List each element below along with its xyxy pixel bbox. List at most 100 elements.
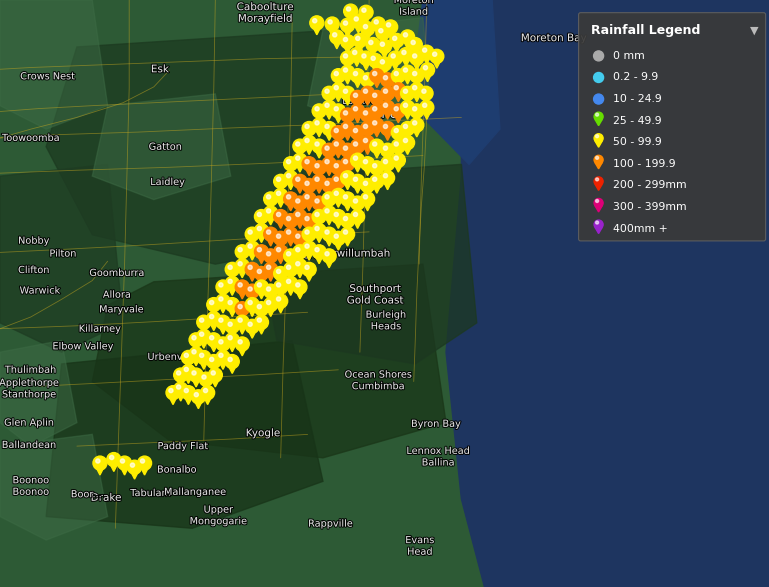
Polygon shape bbox=[314, 218, 325, 228]
Circle shape bbox=[322, 122, 336, 136]
Circle shape bbox=[394, 72, 398, 76]
Polygon shape bbox=[342, 222, 353, 232]
Circle shape bbox=[325, 181, 329, 185]
Circle shape bbox=[131, 463, 135, 467]
Polygon shape bbox=[324, 215, 335, 225]
Polygon shape bbox=[351, 56, 362, 66]
Polygon shape bbox=[333, 113, 344, 123]
Circle shape bbox=[331, 161, 345, 175]
Circle shape bbox=[245, 227, 259, 241]
Circle shape bbox=[235, 259, 249, 273]
Circle shape bbox=[305, 265, 309, 269]
Circle shape bbox=[331, 231, 345, 245]
Text: Brisbane: Brisbane bbox=[340, 108, 398, 121]
Polygon shape bbox=[352, 134, 363, 144]
Circle shape bbox=[331, 83, 345, 97]
Polygon shape bbox=[402, 74, 413, 84]
Polygon shape bbox=[308, 18, 431, 129]
Circle shape bbox=[258, 305, 261, 309]
Polygon shape bbox=[342, 130, 353, 140]
Polygon shape bbox=[390, 60, 401, 70]
Text: Toowoomba: Toowoomba bbox=[2, 133, 59, 143]
Polygon shape bbox=[324, 187, 335, 197]
Circle shape bbox=[351, 104, 365, 118]
Circle shape bbox=[296, 177, 300, 181]
Text: Clifton: Clifton bbox=[18, 265, 49, 275]
Circle shape bbox=[248, 322, 252, 326]
Polygon shape bbox=[237, 311, 248, 321]
Polygon shape bbox=[247, 271, 258, 281]
Polygon shape bbox=[371, 170, 382, 180]
Circle shape bbox=[277, 234, 281, 238]
Text: 100 - 199.9: 100 - 199.9 bbox=[613, 159, 675, 169]
Polygon shape bbox=[371, 148, 382, 158]
Polygon shape bbox=[327, 26, 338, 36]
Polygon shape bbox=[352, 162, 363, 172]
Circle shape bbox=[296, 142, 300, 146]
Text: Evans
Head: Evans Head bbox=[405, 535, 434, 556]
Polygon shape bbox=[352, 113, 363, 123]
Circle shape bbox=[361, 122, 375, 136]
Polygon shape bbox=[237, 324, 248, 334]
Polygon shape bbox=[362, 117, 373, 127]
Polygon shape bbox=[421, 109, 432, 119]
Circle shape bbox=[351, 210, 365, 224]
Polygon shape bbox=[324, 258, 335, 268]
Text: Lennox Head
Ballina: Lennox Head Ballina bbox=[406, 446, 471, 467]
Circle shape bbox=[312, 118, 326, 132]
Text: 300 - 399mm: 300 - 399mm bbox=[613, 202, 686, 212]
Circle shape bbox=[267, 265, 271, 269]
Polygon shape bbox=[402, 109, 413, 119]
Text: Thulimbah: Thulimbah bbox=[5, 365, 57, 375]
Polygon shape bbox=[362, 144, 373, 154]
Polygon shape bbox=[382, 152, 393, 162]
Circle shape bbox=[373, 72, 377, 76]
Polygon shape bbox=[295, 240, 305, 250]
Circle shape bbox=[238, 305, 242, 309]
Circle shape bbox=[274, 245, 288, 259]
Circle shape bbox=[341, 51, 355, 65]
Polygon shape bbox=[227, 363, 238, 373]
Circle shape bbox=[341, 227, 355, 241]
Circle shape bbox=[238, 318, 242, 322]
Circle shape bbox=[235, 280, 249, 294]
Circle shape bbox=[274, 174, 288, 188]
Text: Maryvale: Maryvale bbox=[99, 304, 144, 315]
Circle shape bbox=[381, 100, 394, 114]
Circle shape bbox=[322, 227, 336, 241]
Circle shape bbox=[192, 371, 196, 375]
Text: Lookout: Lookout bbox=[342, 96, 381, 106]
Circle shape bbox=[225, 319, 239, 333]
Circle shape bbox=[274, 280, 288, 294]
Polygon shape bbox=[352, 77, 363, 87]
Polygon shape bbox=[595, 228, 602, 234]
Circle shape bbox=[267, 230, 271, 234]
Circle shape bbox=[216, 315, 230, 329]
Polygon shape bbox=[237, 268, 248, 278]
Polygon shape bbox=[295, 162, 305, 172]
Polygon shape bbox=[352, 205, 363, 215]
Polygon shape bbox=[256, 254, 267, 264]
Circle shape bbox=[331, 174, 345, 188]
Circle shape bbox=[302, 136, 316, 150]
Polygon shape bbox=[304, 201, 315, 211]
Polygon shape bbox=[382, 109, 393, 119]
Polygon shape bbox=[401, 56, 411, 66]
Polygon shape bbox=[191, 356, 201, 366]
Polygon shape bbox=[595, 141, 602, 147]
Circle shape bbox=[200, 332, 204, 336]
Circle shape bbox=[341, 122, 355, 136]
Circle shape bbox=[331, 139, 345, 153]
Polygon shape bbox=[353, 23, 364, 33]
Circle shape bbox=[594, 51, 604, 61]
Text: Glen Aplin: Glen Aplin bbox=[4, 417, 55, 428]
Polygon shape bbox=[265, 236, 276, 246]
Polygon shape bbox=[247, 250, 258, 260]
Circle shape bbox=[312, 139, 326, 153]
Circle shape bbox=[322, 206, 336, 220]
Polygon shape bbox=[295, 148, 305, 158]
Circle shape bbox=[255, 302, 268, 316]
Circle shape bbox=[384, 103, 388, 107]
Circle shape bbox=[312, 245, 326, 259]
Circle shape bbox=[354, 129, 358, 133]
